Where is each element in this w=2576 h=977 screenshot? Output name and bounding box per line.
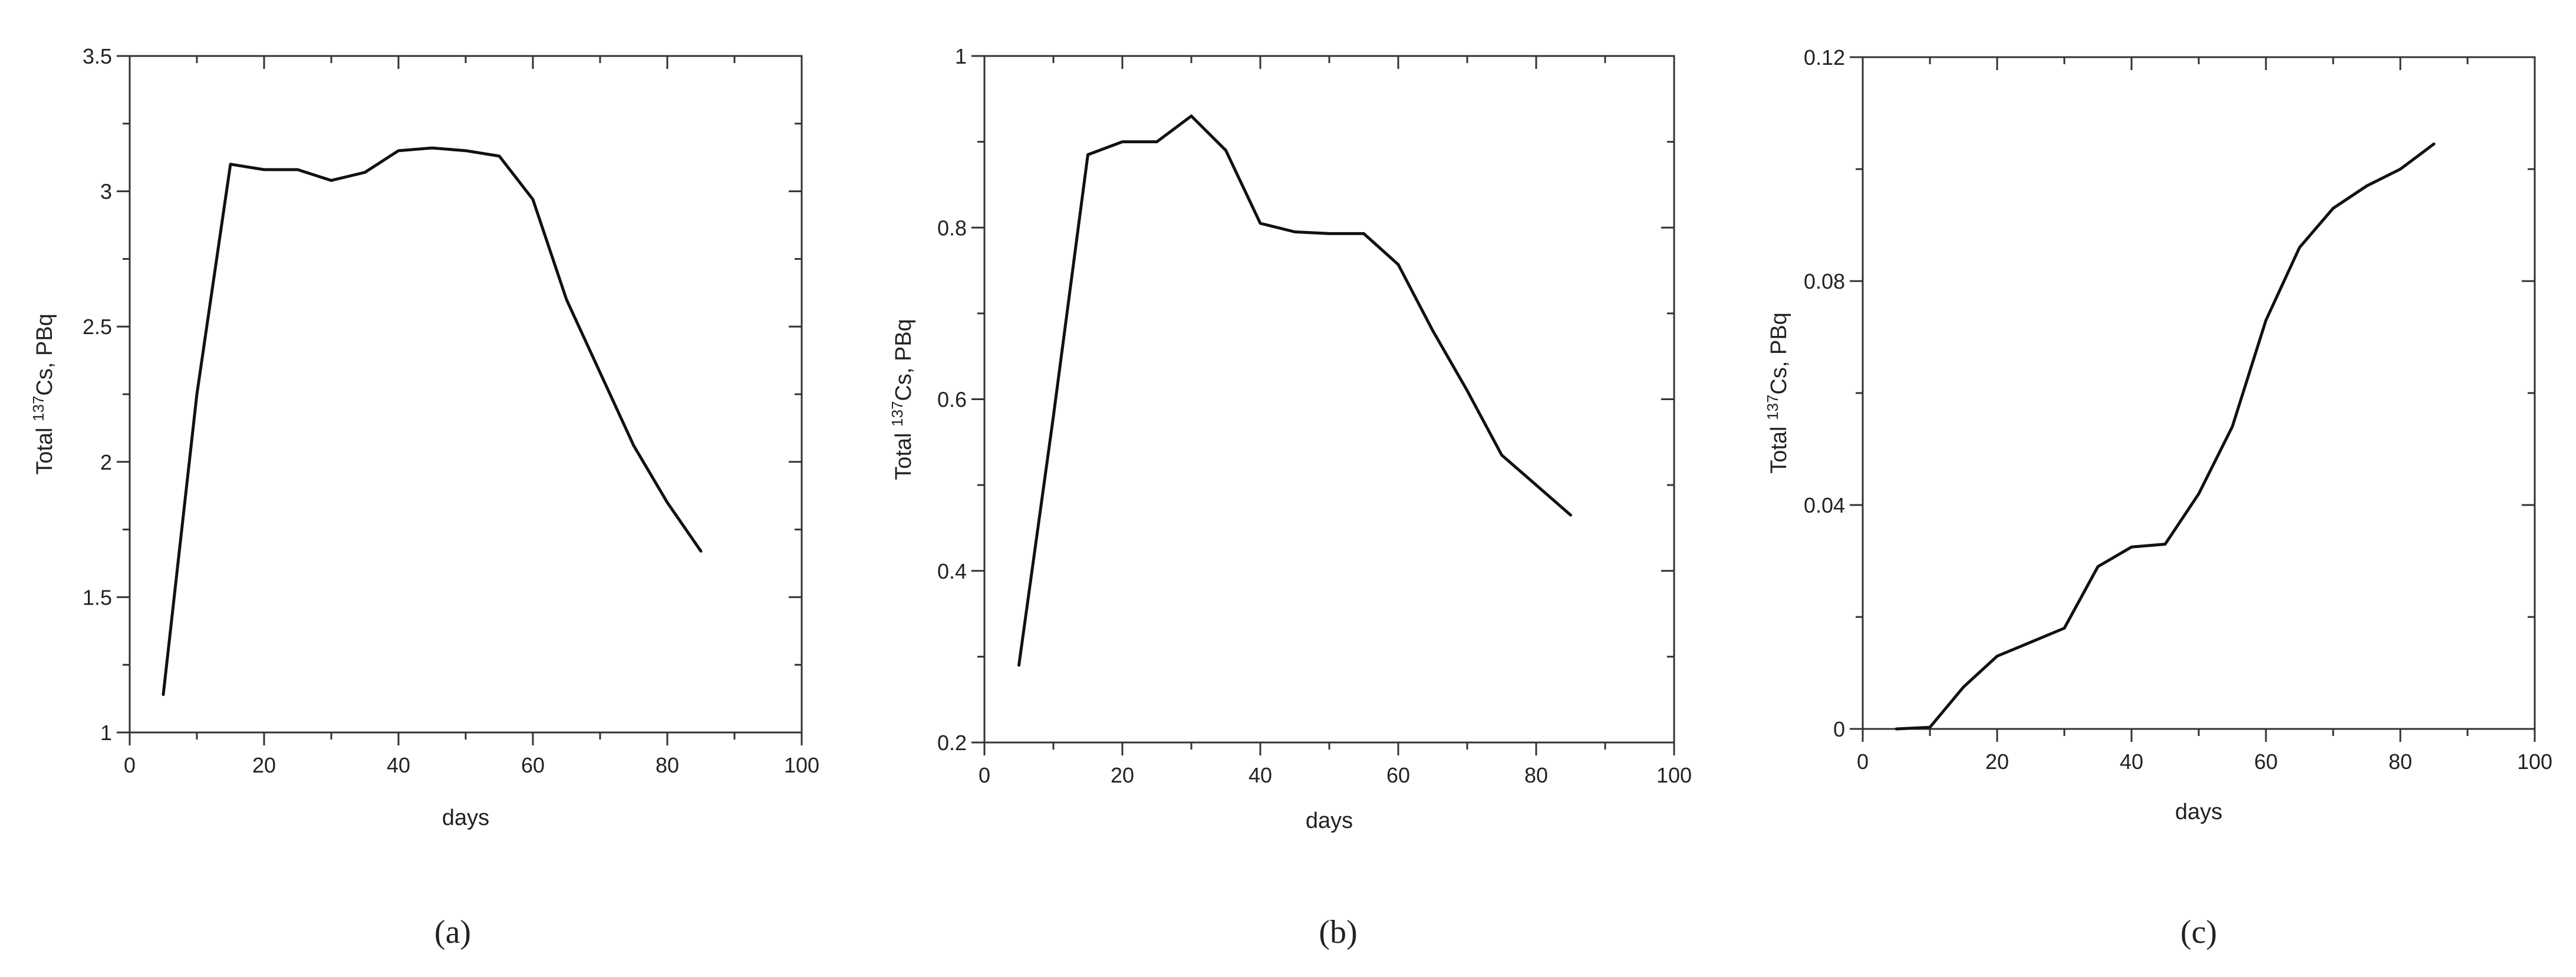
x-tick-label: 40: [1249, 763, 1272, 787]
x-tick-label: 60: [1386, 763, 1410, 787]
y-tick-labels: 0 0.04 0.08 0.12: [1804, 45, 1845, 741]
y-tick-label: 2.5: [83, 315, 112, 339]
y-axis-title-superscript: 137: [888, 401, 906, 427]
chart-panel-a: 0 20 40 60 80 100 1 1.5 2 2.5 3 3.5 days Total 137…: [29, 44, 819, 950]
y-tick-label: 0.12: [1804, 45, 1845, 70]
series-line: [1017, 114, 1572, 667]
y-tick-label: 0.2: [937, 731, 967, 755]
chart-panel-b: 0 20 40 60 80 100 0.2 0.4 0.6 0.8 1 days Total 13…: [888, 44, 1692, 950]
x-tick-label: 100: [2517, 750, 2552, 774]
y-axis-title-superscript: 137: [29, 396, 47, 421]
y-tick-label: 0.08: [1804, 269, 1845, 293]
chart-panel-c: 0 20 40 60 80 100 0 0.04 0.08 0.12 days Total 13…: [1764, 45, 2552, 950]
y-tick-label: 0.6: [937, 388, 967, 412]
series-line: [1895, 142, 2436, 731]
y-axis-title-superscript: 137: [1764, 395, 1781, 420]
y-axis-title-suffix: Cs, PBq: [891, 319, 916, 401]
x-tick-label: 20: [1985, 750, 2009, 774]
x-tick-label: 20: [252, 753, 276, 777]
y-tick-label: 0.8: [937, 216, 967, 240]
panel-label: (a): [434, 914, 471, 950]
x-tick-label: 20: [1111, 763, 1134, 787]
x-axis-title: days: [1306, 808, 1353, 833]
x-tick-label: 0: [979, 763, 990, 787]
plot-frame: [129, 55, 803, 734]
y-axis-title: Total 137Cs, PBq: [1764, 312, 1791, 474]
x-tick-labels: 0 20 40 60 80 100: [1857, 750, 2552, 774]
tick-marks: [1850, 56, 2536, 742]
y-tick-label: 1: [100, 721, 112, 745]
y-tick-label: 3: [100, 180, 112, 204]
y-tick-label: 2: [100, 450, 112, 474]
x-axis-title: days: [2175, 800, 2222, 824]
y-tick-labels: 0.2 0.4 0.6 0.8 1: [937, 44, 967, 755]
y-axis-title-prefix: Total: [891, 427, 916, 480]
x-tick-label: 60: [521, 753, 545, 777]
y-axis-title-suffix: Cs, PBq: [32, 313, 57, 395]
x-tick-label: 0: [124, 753, 136, 777]
x-axis-title: days: [442, 806, 489, 830]
y-tick-labels: 1 1.5 2 2.5 3 3.5: [83, 44, 112, 745]
x-tick-label: 100: [1656, 763, 1692, 787]
y-tick-label: 3.5: [83, 44, 112, 68]
series-line: [162, 146, 703, 697]
panel-label: (b): [1319, 914, 1357, 950]
x-tick-label: 0: [1857, 750, 1869, 774]
y-tick-label: 0.4: [937, 559, 967, 583]
panel-label: (c): [2180, 914, 2217, 950]
y-axis-title: Total 137Cs, PBq: [29, 313, 57, 475]
y-tick-label: 1: [955, 44, 967, 68]
y-axis-title-prefix: Total: [1767, 420, 1791, 474]
y-tick-label: 0.04: [1804, 493, 1845, 517]
x-tick-label: 60: [2254, 750, 2278, 774]
y-axis-title-suffix: Cs, PBq: [1767, 312, 1791, 394]
plot-frame: [1862, 56, 2536, 730]
tick-marks: [117, 55, 803, 745]
y-axis-title: Total 137Cs, PBq: [888, 319, 916, 480]
y-axis-title-prefix: Total: [32, 421, 57, 475]
x-tick-label: 40: [387, 753, 410, 777]
x-tick-label: 80: [1524, 763, 1548, 787]
x-tick-label: 40: [2120, 750, 2143, 774]
y-tick-label: 0: [1833, 717, 1845, 741]
tick-marks: [971, 55, 1675, 755]
x-tick-label: 100: [784, 753, 819, 777]
x-tick-labels: 0 20 40 60 80 100: [979, 763, 1692, 787]
x-tick-label: 80: [655, 753, 679, 777]
x-tick-labels: 0 20 40 60 80 100: [124, 753, 819, 777]
x-tick-label: 80: [2389, 750, 2412, 774]
y-tick-label: 1.5: [83, 585, 112, 609]
